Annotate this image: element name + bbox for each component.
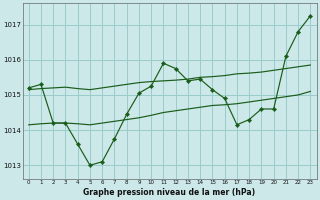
X-axis label: Graphe pression niveau de la mer (hPa): Graphe pression niveau de la mer (hPa): [84, 188, 256, 197]
